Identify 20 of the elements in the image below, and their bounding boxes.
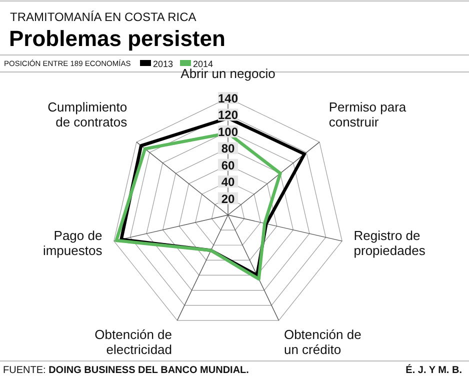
spoke-label: Permiso para construir [328,100,407,130]
text: É. J. Y M. B. [406,364,462,376]
y-tick-label: 100 [218,124,238,139]
y-tick-label: 60 [221,158,235,172]
y-tick-label: 40 [221,175,235,190]
spoke-label: Obtención de un crédito [284,327,362,358]
spoke-label: Obtención de electricidad [94,327,172,358]
spoke-label: Registro de propiedades [354,228,426,258]
spoke-label: Cumplimiento de contratos [48,100,128,130]
legend-label: 2013 [153,59,174,69]
legend-label: 2014 [193,59,214,69]
chart-title: Problemas persisten [9,26,226,51]
y-tick-label: 140 [218,92,238,106]
source-note: FUENTE: DOING BUSINESS DEL BANCO MUNDIAL. [3,365,250,376]
y-tick-label: 20 [221,192,235,206]
chart-subtitle: TRAMITOMANÍA EN COSTA RICA [10,10,196,24]
spoke-label: Pago de impuestos [42,228,103,258]
y-tick-label: 80 [221,142,235,156]
y-tick-label: 120 [218,108,238,122]
spoke-label: Abrir un negocio [180,66,276,81]
